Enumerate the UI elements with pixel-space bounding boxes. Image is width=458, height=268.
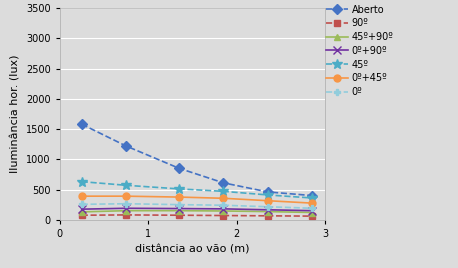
45º+90º (265, 210, 271, 213)
Aberto (176, 167, 182, 170)
45º (176, 187, 182, 191)
0º (176, 203, 182, 206)
90º (79, 214, 84, 217)
90º (123, 213, 129, 217)
Line: Aberto: Aberto (78, 121, 316, 199)
0º (265, 205, 271, 208)
90º (221, 214, 226, 217)
Line: 90º: 90º (78, 211, 316, 219)
Aberto (265, 190, 271, 193)
0º+45º (123, 195, 129, 198)
45º+90º (309, 211, 315, 214)
0º+45º (265, 199, 271, 202)
Line: 0º+45º: 0º+45º (78, 193, 316, 207)
45º+90º (79, 210, 84, 214)
0º+90º (221, 207, 226, 210)
45º+90º (221, 209, 226, 213)
Line: 0º+90º: 0º+90º (77, 204, 316, 215)
45º (265, 193, 271, 196)
Line: 45º+90º: 45º+90º (78, 207, 316, 216)
Legend: Aberto, 90º, 45º+90º, 0º+90º, 45º, 0º+45º, 0º: Aberto, 90º, 45º+90º, 0º+90º, 45º, 0º+45… (325, 4, 394, 98)
Line: 0º: 0º (78, 200, 316, 212)
0º+90º (123, 207, 129, 210)
45º (309, 196, 315, 200)
0º+90º (79, 208, 84, 211)
0º (123, 202, 129, 205)
0º+90º (176, 207, 182, 210)
0º+90º (265, 208, 271, 211)
90º (309, 214, 315, 218)
0º+45º (176, 195, 182, 199)
0º+45º (79, 195, 84, 198)
Aberto (123, 144, 129, 148)
X-axis label: distância ao vão (m): distância ao vão (m) (135, 244, 250, 254)
0º+45º (221, 197, 226, 200)
0º+90º (309, 209, 315, 212)
45º+90º (123, 209, 129, 212)
Line: 45º: 45º (77, 177, 317, 203)
0º (309, 207, 315, 210)
0º (221, 204, 226, 207)
Aberto (221, 181, 226, 184)
Aberto (309, 194, 315, 197)
45º+90º (176, 209, 182, 212)
0º+45º (309, 202, 315, 205)
Y-axis label: Iluminância hor. (lux): Iluminância hor. (lux) (10, 55, 20, 173)
45º (123, 184, 129, 187)
45º (221, 190, 226, 193)
0º (79, 203, 84, 206)
90º (176, 214, 182, 217)
45º (79, 180, 84, 183)
90º (265, 214, 271, 217)
Aberto (79, 122, 84, 126)
